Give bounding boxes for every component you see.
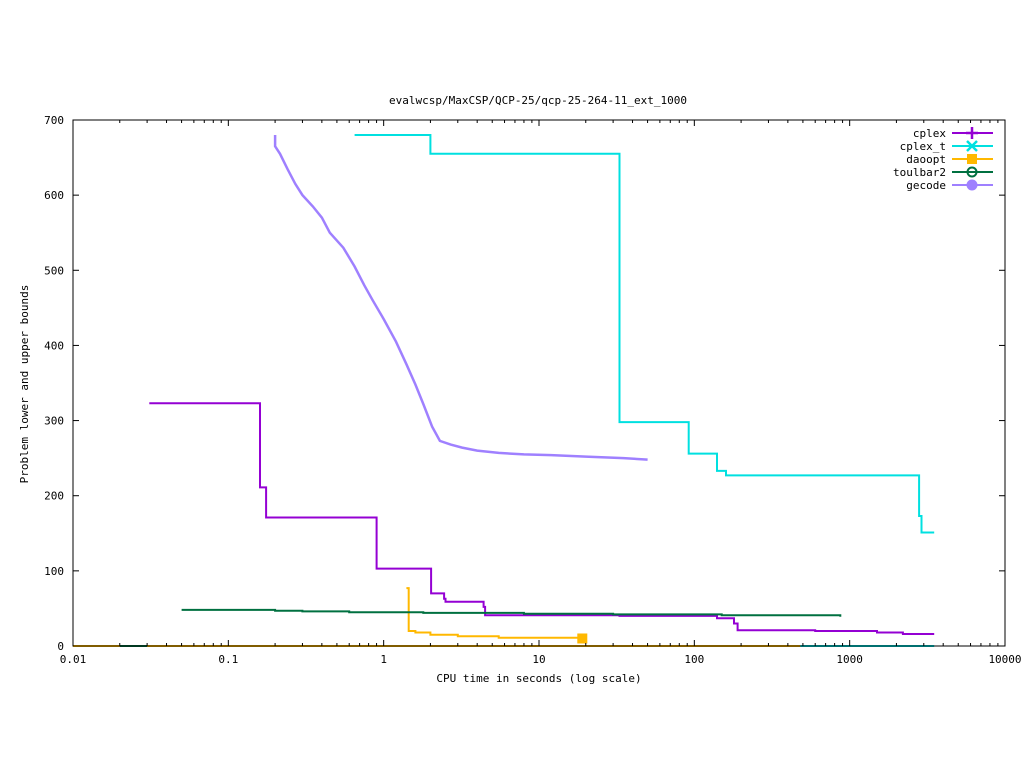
- chart-title: evalwcsp/MaxCSP/QCP-25/qcp-25-264-11_ext…: [389, 94, 687, 107]
- legend-label: cplex: [913, 127, 946, 140]
- plot-lines: [73, 134, 935, 647]
- legend-label: cplex_t: [900, 140, 946, 153]
- y-tick-label: 700: [44, 114, 64, 127]
- series-end-marker-daoopt: [577, 633, 588, 644]
- x-tick-label: 0.1: [218, 653, 238, 666]
- y-tick-label: 500: [44, 264, 64, 277]
- legend-entry-toulbar2: toulbar2: [893, 166, 993, 179]
- series-line-daoopt: [406, 587, 583, 640]
- legend-label: gecode: [906, 179, 946, 192]
- legend-entry-cplex: cplex: [913, 127, 993, 140]
- legend-marker-square-icon: [967, 154, 977, 164]
- series-line-cplex-t: [354, 134, 935, 534]
- legend-entry-gecode: gecode: [906, 179, 993, 192]
- legend-marker-cross-icon: [966, 140, 978, 152]
- legend-marker-circle-icon: [966, 166, 978, 178]
- x-tick-label: 1: [380, 653, 387, 666]
- x-tick-label: 0.01: [60, 653, 87, 666]
- series-line-cplex: [149, 402, 935, 635]
- axis-tick-labels: 0.01 0.1 1 10 100 1000 10000 0 100 200 300 400 500 60…: [44, 114, 1021, 666]
- y-tick-label: 200: [44, 490, 64, 503]
- legend-label: toulbar2: [893, 166, 946, 179]
- series-line-gecode: [273, 135, 648, 461]
- x-tick-label: 1000: [836, 653, 863, 666]
- legend-entry-daoopt: daoopt: [906, 153, 993, 166]
- x-axis-label: CPU time in seconds (log scale): [436, 672, 641, 685]
- axis-ticks: [72, 119, 1006, 647]
- legend-marker-circle-filled-icon: [966, 179, 978, 191]
- legend-label: daoopt: [906, 153, 946, 166]
- plot-frame: [72, 119, 1006, 647]
- y-tick-label: 0: [57, 640, 64, 653]
- legend-entry-cplex-t: cplex_t: [900, 140, 993, 153]
- y-tick-label: 300: [44, 415, 64, 428]
- legend-marker-plus-icon: [966, 127, 978, 139]
- series-line-toulbar2: [181, 608, 842, 617]
- y-tick-label: 400: [44, 339, 64, 352]
- y-axis-label: Problem lower and upper bounds: [18, 285, 31, 484]
- x-tick-label: 100: [684, 653, 704, 666]
- y-tick-label: 100: [44, 565, 64, 578]
- y-tick-label: 600: [44, 189, 64, 202]
- x-tick-label: 10000: [988, 653, 1021, 666]
- x-tick-label: 10: [532, 653, 545, 666]
